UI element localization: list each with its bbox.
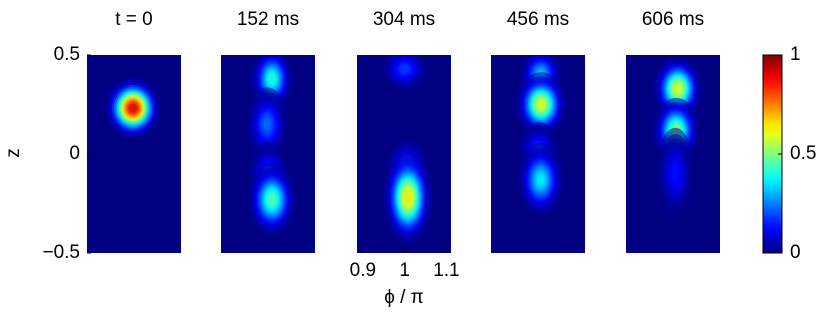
intensity-blob	[672, 166, 679, 182]
x-tick-label: 1	[399, 260, 410, 281]
intensity-blob	[263, 118, 271, 131]
intensity-blob	[268, 193, 276, 206]
x-axis-label: ϕ / π	[384, 287, 424, 308]
intensity-blob	[537, 99, 546, 110]
colorbar	[763, 55, 782, 253]
heatmap-panel	[221, 55, 315, 253]
x-tick-label: 0.9	[350, 260, 376, 281]
intensity-blob	[536, 173, 545, 186]
heatmap-panel	[357, 55, 451, 253]
panel-title: 304 ms	[373, 9, 435, 30]
panel-title: 152 ms	[237, 9, 299, 30]
y-axis-label: z	[3, 148, 24, 158]
colorbar-tick-label: 0.5	[790, 143, 816, 164]
colorbar-tick-label: 1	[790, 44, 801, 65]
x-tick-label: 1.1	[433, 260, 459, 281]
y-tick-label: −0.5	[42, 242, 80, 263]
panel-title: t = 0	[115, 9, 153, 30]
heatmap-panel	[491, 55, 585, 253]
intensity-blob	[400, 65, 409, 73]
intensity-blob	[404, 190, 412, 205]
intensity-blob	[673, 83, 682, 94]
panel-title: 606 ms	[642, 9, 704, 30]
intensity-blob	[128, 103, 138, 113]
heatmap-panel	[87, 55, 181, 253]
panel-title: 456 ms	[507, 9, 569, 30]
intensity-blob	[268, 73, 276, 84]
heatmap-panel	[626, 55, 720, 253]
y-tick-label: 0	[69, 143, 80, 164]
colorbar-tick-label: 0	[790, 242, 801, 263]
y-tick-label: 0.5	[54, 44, 80, 65]
